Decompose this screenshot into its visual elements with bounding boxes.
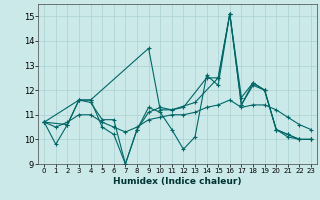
X-axis label: Humidex (Indice chaleur): Humidex (Indice chaleur)	[113, 177, 242, 186]
